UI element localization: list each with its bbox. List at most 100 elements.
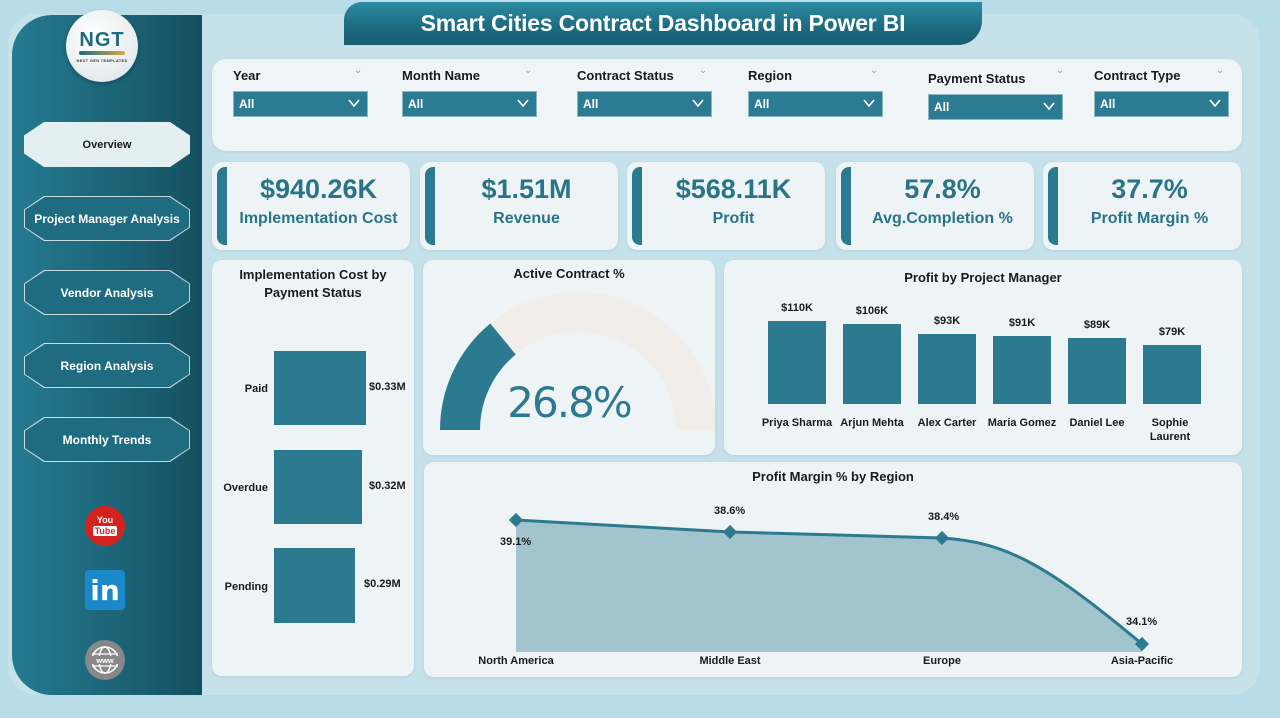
kpi-label: Revenue bbox=[493, 210, 560, 227]
bar-value-label: $89K bbox=[1083, 319, 1111, 331]
page-title: Smart Cities Contract Dashboard in Power… bbox=[344, 2, 982, 45]
kpi-revenue: $1.51M Revenue bbox=[420, 162, 618, 250]
filter-label: Contract Status bbox=[577, 68, 674, 83]
youtube-icon[interactable]: You Tube bbox=[85, 506, 125, 546]
sidebar-item-overview[interactable]: Overview bbox=[24, 122, 190, 167]
website-globe-icon[interactable]: www bbox=[85, 640, 125, 680]
filter-label: Month Name bbox=[402, 68, 480, 83]
bar-value-label: $79K bbox=[1158, 326, 1186, 338]
point-value-label: 38.4% bbox=[928, 511, 960, 523]
year-dropdown[interactable]: All bbox=[233, 91, 368, 117]
bar-value-label: $106K bbox=[855, 305, 889, 317]
bar-sophie-laurent[interactable] bbox=[1143, 345, 1201, 404]
chevron-down-icon[interactable]: ⌄ bbox=[870, 65, 879, 76]
kpi-value: 57.8% bbox=[904, 174, 981, 204]
filter-value: All bbox=[408, 97, 424, 111]
linkedin-text: in bbox=[90, 573, 120, 607]
chevron-down-icon bbox=[517, 99, 529, 108]
chevron-down-icon[interactable]: ⌄ bbox=[1216, 65, 1225, 76]
sidebar-item-monthly-trends[interactable]: Monthly Trends bbox=[24, 417, 190, 462]
bar-category-label: Priya Sharma bbox=[761, 417, 833, 429]
svg-text:www: www bbox=[95, 656, 114, 665]
kpi-value: 37.7% bbox=[1111, 174, 1188, 204]
contract-status-dropdown[interactable]: All bbox=[577, 91, 712, 117]
axis-category-label: North America bbox=[478, 655, 554, 667]
bar-category-label: Overdue bbox=[223, 482, 268, 494]
kpi-label: Implementation Cost bbox=[239, 210, 398, 227]
chart-active-contract-gauge: Active Contract % 26.8% bbox=[423, 260, 715, 455]
chevron-down-icon[interactable]: ⌄ bbox=[1056, 65, 1065, 76]
month-name-dropdown[interactable]: All bbox=[402, 91, 537, 117]
point-value-label: 38.6% bbox=[714, 505, 746, 517]
linkedin-icon[interactable]: in bbox=[85, 570, 125, 610]
chevron-down-icon bbox=[1209, 99, 1221, 108]
sidebar-item-label: Region Analysis bbox=[60, 358, 154, 373]
kpi-accent-bar bbox=[217, 167, 227, 245]
bar-category-label: Sophie Laurent bbox=[1149, 417, 1191, 443]
chevron-down-icon bbox=[692, 99, 704, 108]
sidebar-item-vendor-analysis[interactable]: Vendor Analysis bbox=[24, 270, 190, 315]
sidebar-item-label: Vendor Analysis bbox=[60, 285, 154, 300]
filter-value: All bbox=[1100, 97, 1116, 111]
kpi-accent-bar bbox=[632, 167, 642, 245]
axis-category-label: Asia-Pacific bbox=[1110, 655, 1174, 667]
youtube-text-top: You bbox=[96, 515, 114, 525]
youtube-text-bottom: Tube bbox=[92, 526, 118, 536]
bar-category-label: Daniel Lee bbox=[1069, 417, 1125, 429]
kpi-value: $568.11K bbox=[675, 174, 792, 204]
bar-category-label: Alex Carter bbox=[917, 417, 977, 429]
gauge-arc bbox=[440, 292, 715, 431]
kpi-label: Profit bbox=[712, 210, 755, 227]
chart-title: Profit by Project Manager bbox=[904, 270, 1062, 285]
bar-paid[interactable] bbox=[274, 351, 366, 425]
payment-status-dropdown[interactable]: All bbox=[928, 94, 1063, 120]
bar-value-label: $0.33M bbox=[369, 381, 406, 393]
contract-type-dropdown[interactable]: All bbox=[1094, 91, 1229, 117]
chart-profit-by-project-manager: Profit by Project Manager $110K Priya Sh… bbox=[724, 260, 1242, 455]
kpi-accent-bar bbox=[1048, 167, 1058, 245]
kpi-label: Avg.Completion % bbox=[872, 210, 1013, 227]
filter-label: Payment Status bbox=[928, 71, 1026, 86]
bar-value-label: $0.29M bbox=[364, 578, 401, 590]
bar-maria-gomez[interactable] bbox=[993, 336, 1051, 404]
kpi-value: $940.26K bbox=[259, 174, 378, 204]
chevron-down-icon[interactable]: ⌄ bbox=[524, 65, 533, 76]
kpi-profit-margin: 37.7% Profit Margin % bbox=[1043, 162, 1241, 250]
point-value-label: 39.1% bbox=[500, 536, 532, 548]
bar-overdue[interactable] bbox=[274, 450, 362, 524]
bar-pending[interactable] bbox=[274, 548, 355, 623]
bar-category-label: Pending bbox=[224, 581, 268, 593]
sidebar-item-project-manager-analysis[interactable]: Project Manager Analysis bbox=[24, 196, 190, 241]
ngt-logo: NGT NEXT GEN TEMPLATES bbox=[66, 10, 138, 82]
bar-value-label: $93K bbox=[933, 315, 961, 327]
filter-value: All bbox=[583, 97, 599, 111]
kpi-accent-bar bbox=[425, 167, 435, 245]
bar-arjun-mehta[interactable] bbox=[843, 324, 901, 404]
axis-category-label: Europe bbox=[923, 655, 961, 667]
sidebar-item-region-analysis[interactable]: Region Analysis bbox=[24, 343, 190, 388]
chart-title: Implementation Cost by Payment Status bbox=[239, 267, 387, 300]
region-dropdown[interactable]: All bbox=[748, 91, 883, 117]
kpi-avg-completion: 57.8% Avg.Completion % bbox=[836, 162, 1034, 250]
kpi-implementation-cost: $940.26K Implementation Cost bbox=[212, 162, 410, 250]
filter-value: All bbox=[934, 100, 950, 114]
kpi-profit: $568.11K Profit bbox=[627, 162, 825, 250]
bar-priya-sharma[interactable] bbox=[768, 321, 826, 404]
bar-daniel-lee[interactable] bbox=[1068, 338, 1126, 404]
area-chart-plot bbox=[508, 512, 1150, 652]
filter-value: All bbox=[239, 97, 255, 111]
bar-category-label: Maria Gomez bbox=[987, 417, 1057, 429]
point-value-label: 34.1% bbox=[1126, 616, 1158, 628]
kpi-accent-bar bbox=[841, 167, 851, 245]
bar-value-label: $110K bbox=[781, 302, 813, 314]
bar-alex-carter[interactable] bbox=[918, 334, 976, 404]
globe-icon: www bbox=[91, 646, 119, 674]
filter-label: Contract Type bbox=[1094, 68, 1181, 83]
chart-implementation-cost-by-payment-status: Implementation Cost by Payment Status Pa… bbox=[212, 260, 414, 676]
chevron-down-icon[interactable]: ⌄ bbox=[699, 65, 708, 76]
sidebar-item-label: Project Manager Analysis bbox=[34, 211, 180, 226]
chevron-down-icon[interactable]: ⌄ bbox=[354, 65, 363, 76]
chart-title: Profit Margin % by Region bbox=[752, 469, 914, 484]
bar-value-label: $91K bbox=[1008, 317, 1036, 329]
bar-value-label: $0.32M bbox=[369, 480, 406, 492]
